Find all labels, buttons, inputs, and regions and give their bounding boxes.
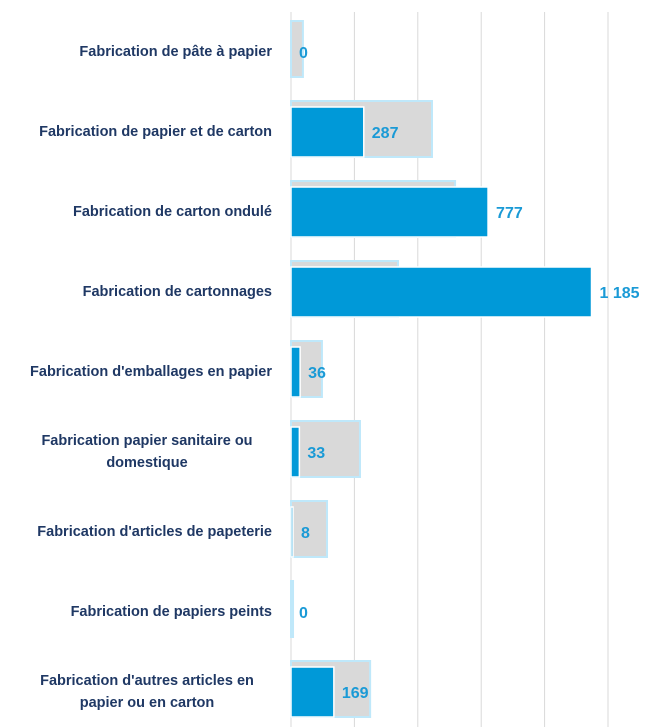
category-label-box: Fabrication de cartonnages <box>0 257 272 327</box>
category-label: Fabrication d'articles de papeterie <box>37 524 272 540</box>
value-label: 169 <box>342 685 369 702</box>
category-label: Fabrication de papiers peints <box>70 604 272 620</box>
bar <box>290 346 301 398</box>
bar <box>290 426 301 478</box>
category-label: Fabrication de papier et de carton <box>39 124 272 140</box>
category-label: Fabrication papier sanitaire ou domestiq… <box>41 433 253 471</box>
category-label-box: Fabrication de papier et de carton <box>0 97 272 167</box>
category-label-box: Fabrication papier sanitaire ou domestiq… <box>0 417 272 487</box>
bar <box>290 106 365 158</box>
value-label: 0 <box>299 45 308 62</box>
bar <box>290 666 335 718</box>
value-label: 33 <box>307 445 325 462</box>
category-label-box: Fabrication d'emballages en papier <box>0 337 272 407</box>
bar <box>290 186 489 238</box>
category-label: Fabrication de cartonnages <box>82 284 272 300</box>
category-label: Fabrication d'emballages en papier <box>30 364 272 380</box>
background-bar <box>290 420 361 478</box>
category-label: Fabrication de carton ondulé <box>73 204 272 220</box>
value-label: 287 <box>372 125 399 142</box>
value-label: 1 185 <box>600 285 640 302</box>
bar <box>290 266 593 318</box>
category-label-box: Fabrication d'articles de papeterie <box>0 497 272 567</box>
background-bar <box>290 20 304 78</box>
value-label: 0 <box>299 605 308 622</box>
bar <box>290 506 294 558</box>
value-label: 777 <box>496 205 523 222</box>
category-label: Fabrication d'autres articles en papier … <box>40 673 254 711</box>
category-label-box: Fabrication de papiers peints <box>0 577 272 647</box>
category-label-box: Fabrication de carton ondulé <box>0 177 272 247</box>
value-label: 8 <box>301 525 310 542</box>
category-label-box: Fabrication de pâte à papier <box>0 17 272 87</box>
category-label-box: Fabrication d'autres articles en papier … <box>0 657 272 727</box>
background-bar <box>290 580 295 638</box>
value-label: 36 <box>308 365 326 382</box>
category-label: Fabrication de pâte à papier <box>79 44 272 60</box>
